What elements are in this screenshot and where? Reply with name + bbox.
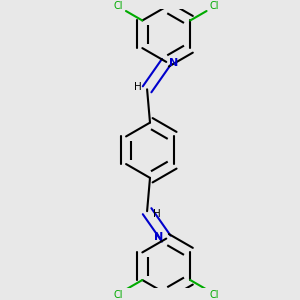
Text: Cl: Cl — [113, 1, 123, 11]
Text: H: H — [152, 208, 160, 218]
Text: Cl: Cl — [210, 290, 220, 300]
Text: Cl: Cl — [210, 1, 220, 11]
Text: N: N — [154, 232, 164, 242]
Text: N: N — [169, 58, 178, 68]
Text: Cl: Cl — [113, 290, 123, 300]
Text: H: H — [134, 82, 142, 92]
